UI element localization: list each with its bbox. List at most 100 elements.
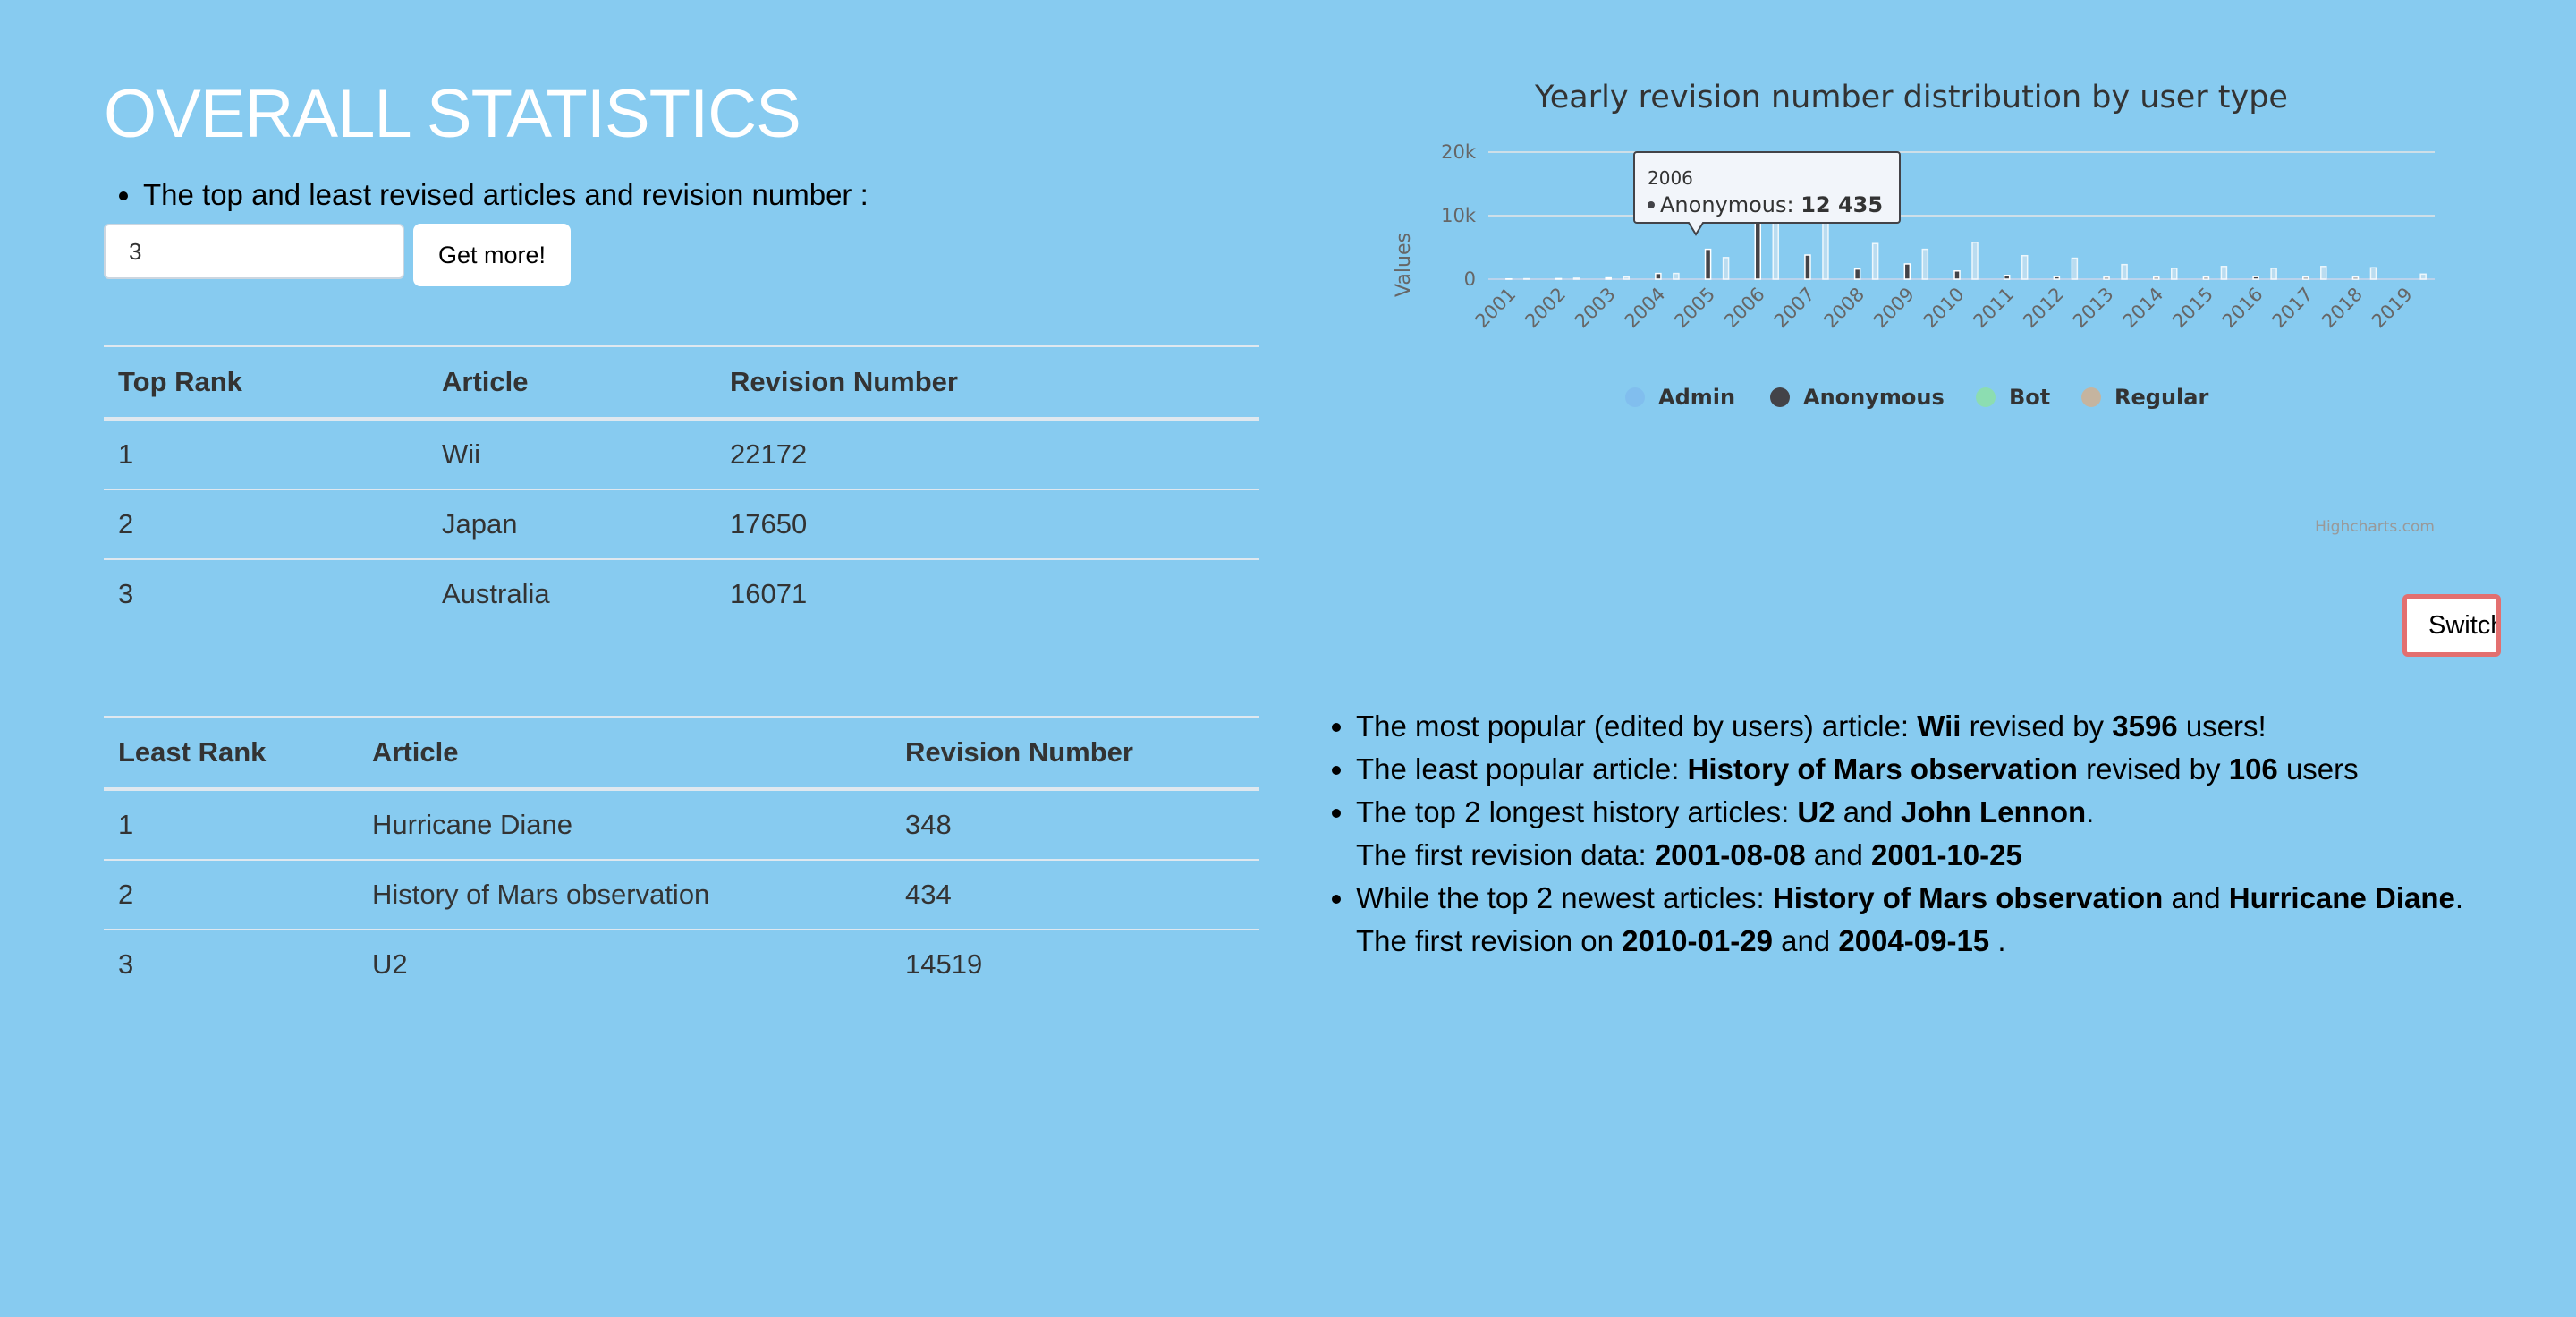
fact-least-popular: The least popular article: History of Ma… (1356, 748, 2478, 791)
fact-text: The most popular (edited by users) artic… (1356, 709, 1918, 743)
revision-number-cell: 17650 (716, 489, 1259, 559)
top-revised-table: Top Rank Article Revision Number 1 Wii 2… (104, 345, 1259, 628)
bar-anonymous (1704, 248, 1712, 280)
facts-list: The most popular (edited by users) artic… (1315, 705, 2478, 963)
chart-tooltip: 2006 Anonymous: 12 435 (1633, 151, 1901, 236)
bar-anonymous (2152, 276, 2160, 280)
column-header-article: Article (428, 345, 716, 421)
bar-regular (2419, 273, 2427, 280)
tooltip-series-dot (1648, 201, 1655, 208)
fact-date: 2001-10-25 (1871, 838, 2022, 871)
facts-panel: The most popular (edited by users) artic… (1315, 705, 2478, 963)
fact-text: While the top 2 newest articles: (1356, 881, 1773, 914)
rank-cell: 3 (104, 558, 428, 628)
fact-text: and (1772, 924, 1839, 957)
chart-svg: Yearly revision number distribution by u… (1377, 70, 2451, 553)
fact-text: The least popular article: (1356, 752, 1688, 786)
fact-longest-dates: The first revision data: 2001-08-08 and … (1356, 834, 2478, 877)
rank-cell: 1 (104, 788, 358, 860)
revision-chart: Yearly revision number distribution by u… (1377, 70, 2451, 553)
bar-regular (2170, 268, 2178, 280)
fact-text: revised by (2077, 752, 2229, 786)
bar-anonymous (2351, 276, 2360, 280)
rank-cell: 3 (104, 929, 358, 998)
y-axis-title: Values (1393, 233, 1415, 297)
fact-text: The first revision on (1356, 924, 1623, 957)
fact-text: and (1835, 795, 1901, 828)
legend-marker (2081, 387, 2101, 407)
legend-marker (1770, 387, 1790, 407)
switch-button[interactable]: Switch (2402, 594, 2501, 657)
fact-article: U2 (1797, 795, 1835, 828)
bar-anonymous (1953, 270, 1961, 280)
article-cell: Australia (428, 558, 716, 628)
fact-date: 2004-09-15 (1838, 924, 1990, 957)
fact-date: 2001-08-08 (1654, 838, 1806, 871)
column-header-revision-number: Revision Number (891, 716, 1259, 791)
legend-label: Bot (2009, 385, 2050, 410)
bar-regular (2369, 267, 2377, 280)
tooltip-category: 2006 (1648, 167, 1693, 189)
bar-regular (2320, 266, 2327, 280)
bar-regular (1623, 276, 1630, 280)
rank-cell: 2 (104, 489, 428, 559)
bar-anonymous (2003, 274, 2011, 280)
table-header-row: Least Rank Article Revision Number (104, 716, 1259, 791)
table-row: 2 Japan 17650 (104, 489, 1259, 559)
y-tick-label: 10k (1441, 205, 1477, 226)
revision-number-cell: 348 (891, 788, 1259, 860)
article-count-input[interactable] (104, 224, 404, 279)
legend-item-regular[interactable]: Regular (2081, 385, 2208, 410)
chart-credits[interactable]: Highcharts.com (2315, 518, 2435, 536)
tooltip-value: 12 435 (1801, 192, 1883, 217)
legend-label: Admin (1658, 385, 1735, 410)
legend-label: Anonymous (1803, 385, 1945, 410)
y-tick-label: 0 (1464, 268, 1476, 290)
fact-article: John Lennon (1901, 795, 2087, 828)
fact-article: Wii (1917, 709, 1962, 743)
fact-article: History of Mars observation (1772, 881, 2164, 914)
least-revised-table: Least Rank Article Revision Number 1 Hur… (104, 716, 1259, 998)
bar-anonymous (1804, 254, 1811, 280)
column-header-article: Article (358, 716, 891, 791)
legend-item-bot[interactable]: Bot (1976, 385, 2050, 410)
legend-marker (1625, 387, 1645, 407)
intro-list: The top and least revised articles and r… (104, 174, 1259, 217)
fact-count: 106 (2228, 752, 2278, 786)
bar-regular (2220, 266, 2228, 280)
bar-regular (2071, 257, 2079, 280)
bar-anonymous (2202, 276, 2210, 280)
y-tick-label: 20k (1441, 141, 1477, 163)
revision-number-cell: 16071 (716, 558, 1259, 628)
article-cell: History of Mars observation (358, 859, 891, 930)
tooltip-series-label: Anonymous: (1660, 192, 1801, 217)
bar-regular (1673, 272, 1680, 280)
fact-newest-articles: While the top 2 newest articles: History… (1356, 877, 2478, 963)
legend-item-anonymous[interactable]: Anonymous (1770, 385, 1945, 410)
get-more-button[interactable]: Get more! (413, 224, 572, 286)
tooltip-box (1633, 151, 1901, 236)
revision-number-cell: 22172 (716, 418, 1259, 489)
fact-longest-history: The top 2 longest history articles: U2 a… (1356, 791, 2478, 877)
fact-text: and (1805, 838, 1872, 871)
legend-item-admin[interactable]: Admin (1625, 385, 1735, 410)
rank-cell: 2 (104, 859, 358, 930)
bar-anonymous (1903, 263, 1911, 280)
fact-text: The first revision data: (1356, 838, 1655, 871)
article-cell: U2 (358, 929, 891, 998)
column-header-rank: Least Rank (104, 716, 358, 791)
legend-label: Regular (2114, 385, 2208, 410)
bar-anonymous (1853, 268, 1861, 280)
rank-cell: 1 (104, 418, 428, 489)
fact-newest-dates: The first revision on 2010-01-29 and 200… (1356, 920, 2478, 963)
fact-date: 2010-01-29 (1622, 924, 1773, 957)
bar-anonymous (2103, 276, 2110, 280)
article-cell: Hurricane Diane (358, 788, 891, 860)
fact-article: History of Mars observation (1687, 752, 2078, 786)
tooltip-text: Anonymous: 12 435 (1660, 192, 1883, 217)
bar-regular (2121, 263, 2128, 280)
bar-regular (2270, 268, 2277, 280)
table-row: 1 Wii 22172 (104, 418, 1259, 489)
fact-text: and (2163, 881, 2229, 914)
fact-text: . (1989, 924, 2006, 957)
